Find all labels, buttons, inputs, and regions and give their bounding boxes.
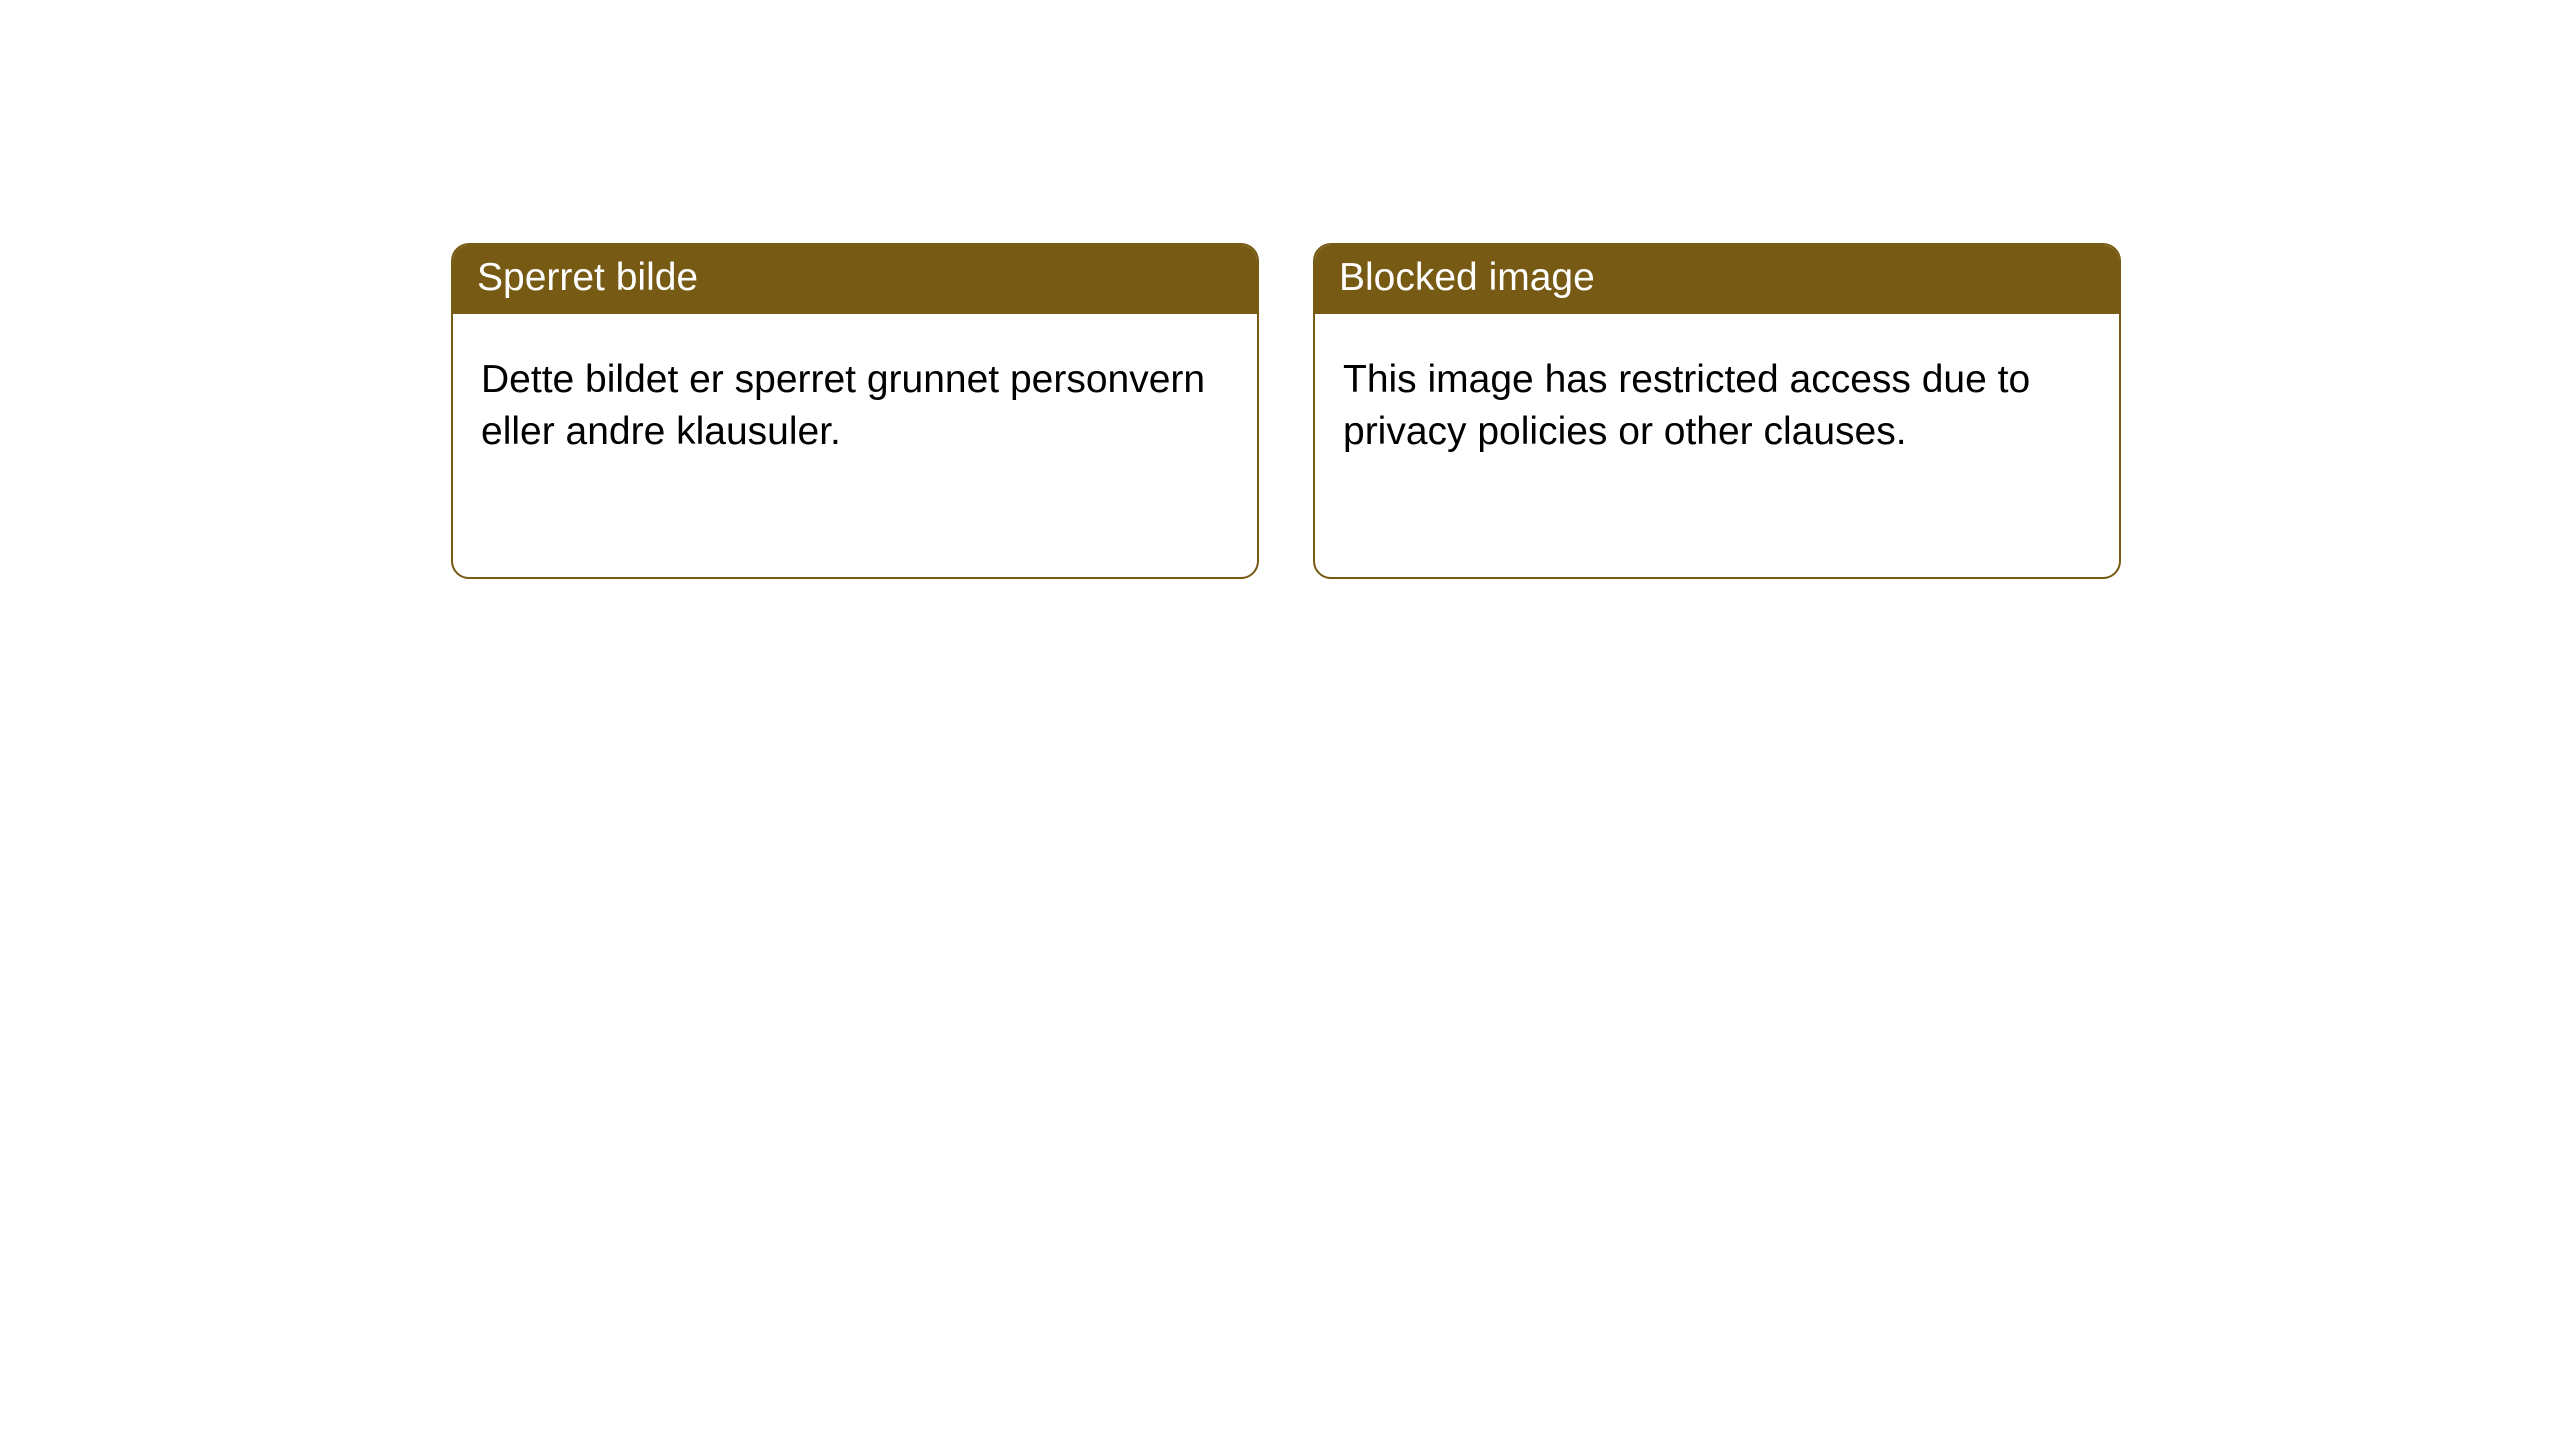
card-body-en: This image has restricted access due to … (1315, 314, 2119, 487)
blocked-image-card-no: Sperret bilde Dette bildet er sperret gr… (451, 243, 1259, 579)
blocked-image-card-en: Blocked image This image has restricted … (1313, 243, 2121, 579)
card-header-no: Sperret bilde (453, 245, 1257, 314)
card-header-en: Blocked image (1315, 245, 2119, 314)
card-body-no: Dette bildet er sperret grunnet personve… (453, 314, 1257, 487)
notice-container: Sperret bilde Dette bildet er sperret gr… (0, 0, 2560, 579)
